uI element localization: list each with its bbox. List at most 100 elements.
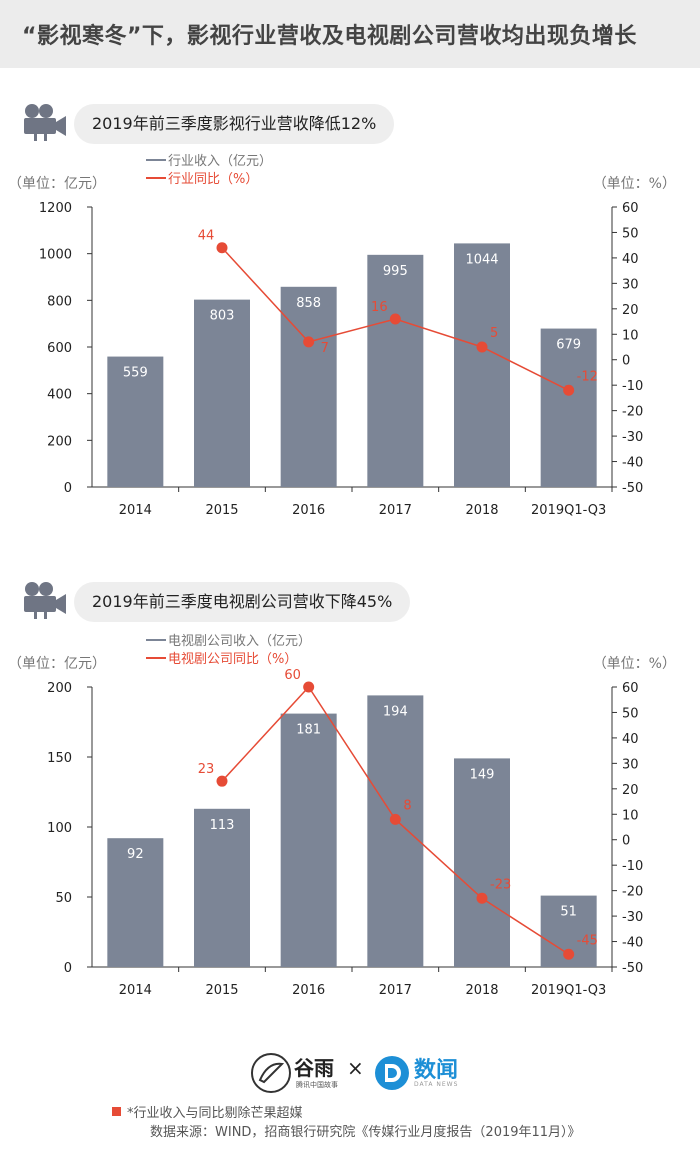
legend-line-label: 电视剧公司同比（%）	[168, 652, 297, 667]
bar-value-label: 858	[296, 296, 321, 311]
line-point	[476, 892, 488, 904]
y2-tick-label: 0	[622, 354, 630, 369]
movie-camera-icon	[24, 582, 66, 619]
y-tick-label: 50	[55, 891, 72, 906]
y2-tick-label: -10	[622, 859, 643, 874]
y-tick-label: 800	[47, 294, 72, 309]
bar-value-label: 194	[383, 704, 408, 719]
bar	[280, 713, 337, 967]
x-tick-label: 2015	[205, 503, 238, 518]
line-point	[303, 336, 315, 348]
line-value-label: 23	[198, 762, 215, 777]
y2-axis-unit-label: （单位：%）	[593, 656, 676, 672]
y-tick-label: 200	[47, 434, 72, 449]
y2-tick-label: -50	[622, 481, 643, 496]
bar	[367, 695, 424, 967]
y2-tick-label: 0	[622, 834, 630, 849]
y2-tick-label: 50	[622, 226, 639, 241]
y-tick-label: 1000	[39, 248, 72, 263]
line-point	[563, 384, 575, 396]
line-point	[389, 313, 401, 325]
x-tick-label: 2019Q1-Q3	[531, 983, 606, 998]
legend-bar-label: 行业收入（亿元）	[168, 154, 272, 169]
y2-tick-label: 10	[622, 808, 639, 823]
data-source: 数据来源：WIND，招商银行研究院《传媒行业月度报告（2019年11月）》	[150, 1125, 581, 1140]
bar	[107, 356, 164, 487]
x-tick-label: 2014	[119, 983, 152, 998]
footnote: *行业收入与同比剔除芒果超媒	[112, 1102, 303, 1121]
bar-value-label: 51	[560, 905, 577, 920]
line-value-label: 60	[284, 668, 301, 683]
y2-tick-label: 10	[622, 328, 639, 343]
footer-logos: 谷雨 腾讯中国故事 × 数闻 DATA NEWS	[0, 1048, 700, 1098]
y-tick-label: 100	[47, 821, 72, 836]
line-point	[563, 948, 575, 960]
y2-tick-label: 60	[622, 201, 639, 216]
x-tick-label: 2019Q1-Q3	[531, 503, 606, 518]
y2-tick-label: 30	[622, 757, 639, 772]
x-tick-label: 2014	[119, 503, 152, 518]
line-point	[476, 341, 488, 353]
brand-right-subtitle: DATA NEWS	[414, 1081, 459, 1088]
bar	[367, 254, 424, 487]
bar	[107, 838, 164, 967]
x-tick-label: 2017	[379, 503, 412, 518]
header-bar: “影视寒冬”下，影视行业营收及电视剧公司营收均出现负增长	[0, 0, 700, 68]
y2-tick-label: -50	[622, 961, 643, 976]
y2-tick-label: -40	[622, 936, 643, 951]
bar	[454, 758, 510, 967]
line-value-label: -23	[490, 877, 511, 892]
y2-tick-label: 50	[622, 706, 639, 721]
bar	[280, 286, 337, 487]
line-value-label: 16	[371, 300, 388, 315]
line-point	[216, 775, 228, 787]
y-tick-label: 600	[47, 341, 72, 356]
bar-value-label: 1044	[465, 252, 498, 267]
y-tick-label: 400	[47, 388, 72, 403]
bar-value-label: 149	[470, 767, 495, 782]
chart-1-title: 2019年前三季度影视行业营收降低12%	[74, 104, 395, 144]
y2-tick-label: -30	[622, 910, 643, 925]
x-tick-label: 2018	[465, 503, 498, 518]
y-tick-label: 1200	[39, 201, 72, 216]
line-value-label: -45	[577, 933, 598, 948]
y2-tick-label: 40	[622, 252, 639, 267]
y2-tick-label: 20	[622, 303, 639, 318]
chart-2-title: 2019年前三季度电视剧公司营收下降45%	[74, 582, 411, 622]
x-tick-label: 2016	[292, 503, 325, 518]
line-point	[216, 242, 228, 254]
y-tick-label: 0	[64, 481, 72, 496]
times-symbol: ×	[347, 1056, 364, 1080]
y2-tick-label: 20	[622, 783, 639, 798]
chart-2-svg: （单位：亿元） （单位：%）电视剧公司收入（亿元）电视剧公司同比（%）050100…	[8, 634, 676, 998]
x-tick-label: 2017	[379, 983, 412, 998]
bar-value-label: 679	[556, 338, 581, 353]
footnote-text: *行业收入与同比剔除芒果超媒	[127, 1106, 303, 1121]
bar-value-label: 92	[127, 847, 144, 862]
legend-line-label: 行业同比（%）	[168, 172, 258, 187]
y2-tick-label: -20	[622, 885, 643, 900]
bar-value-label: 803	[210, 309, 235, 324]
note-marker	[112, 1107, 121, 1116]
shuwen-logo-icon	[375, 1056, 409, 1090]
line-value-label: 44	[198, 229, 215, 244]
chart-1-svg: （单位：亿元） （单位：%）行业收入（亿元）行业同比（%）020040060080…	[8, 154, 676, 518]
y2-tick-label: 60	[622, 681, 639, 696]
bar-value-label: 559	[123, 366, 148, 381]
y-tick-label: 200	[47, 681, 72, 696]
y-tick-label: 0	[64, 961, 72, 976]
y2-tick-label: 30	[622, 277, 639, 292]
y2-tick-label: 40	[622, 732, 639, 747]
x-tick-label: 2015	[205, 983, 238, 998]
line-point	[303, 681, 315, 693]
y-tick-label: 150	[47, 751, 72, 766]
y2-tick-label: -40	[622, 456, 643, 471]
bar	[454, 243, 510, 487]
y2-tick-label: -20	[622, 405, 643, 420]
guyu-logo-icon	[251, 1053, 291, 1093]
line-value-label: -12	[577, 369, 598, 384]
line-value-label: 5	[490, 326, 498, 341]
page-title: “影视寒冬”下，影视行业营收及电视剧公司营收均出现负增长	[22, 24, 637, 49]
bar-value-label: 995	[383, 264, 408, 279]
y-axis-unit-label: （单位：亿元）	[8, 656, 106, 672]
